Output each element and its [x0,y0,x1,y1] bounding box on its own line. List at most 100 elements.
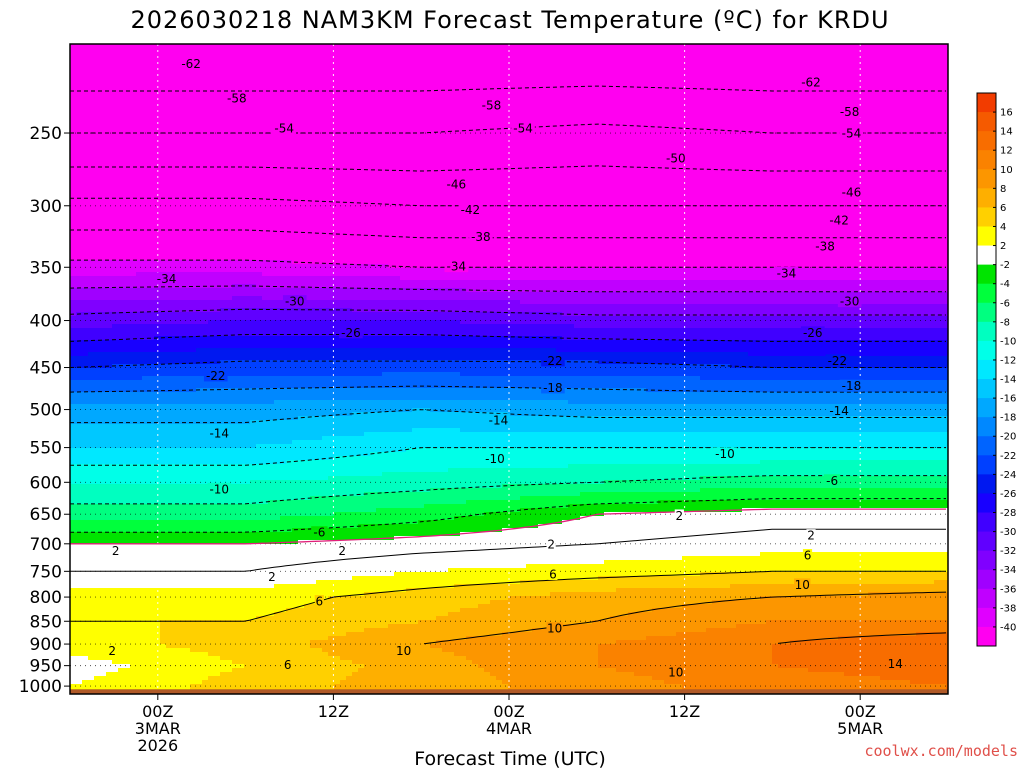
heat-cell [166,408,173,413]
heat-cell [112,204,119,209]
heat-cell [154,304,161,309]
heat-cell [220,284,227,289]
heat-cell [184,232,191,237]
heat-cell [124,172,131,177]
heat-cell [124,348,131,353]
heat-cell [184,368,191,373]
heat-cell [112,504,119,509]
heat-cell [238,528,245,533]
heat-cell [148,440,155,445]
heat-cell [106,284,113,289]
heat-cell [202,560,209,565]
heat-cell [112,620,119,625]
heat-cell [178,44,185,49]
heat-cell [118,168,125,173]
heat-cell [214,76,221,81]
heat-cell [226,324,233,329]
heat-cell [166,468,173,473]
heat-cell [178,472,185,477]
heat-cell [202,568,209,573]
heat-cell [88,180,95,185]
heat-cell [142,132,149,137]
heat-cell [184,132,191,137]
heat-cell [106,428,113,433]
heat-cell [214,532,221,537]
heat-cell [70,664,77,669]
heat-cell [208,476,215,481]
heat-cell [196,272,203,277]
heat-cell [232,368,239,373]
heat-cell [208,460,215,465]
heat-cell [172,544,179,549]
heat-cell [70,176,77,181]
heat-cell [94,276,101,281]
heat-cell [130,140,137,145]
heat-cell [136,428,143,433]
heat-cell [208,472,215,477]
heat-cell [166,120,173,125]
heat-cell [124,516,131,521]
heat-cell [172,600,179,605]
heat-cell [202,524,209,529]
heat-cell [232,500,239,505]
heat-cell [130,392,137,397]
heat-cell [100,200,107,205]
heat-cell [232,492,239,497]
heat-cell [94,300,101,305]
heat-cell [112,376,119,381]
heat-cell [100,360,107,365]
heat-cell [184,680,191,685]
heat-cell [118,592,125,597]
heat-cell [154,440,161,445]
heat-cell [130,308,137,313]
heat-cell [238,592,245,597]
heat-cell [118,456,125,461]
heat-cell [214,416,221,421]
heat-cell [130,540,137,545]
heat-cell [208,328,215,333]
heat-cell [82,408,89,413]
heat-cell [238,208,245,213]
heat-cell [244,576,251,581]
heat-cell [166,296,173,301]
heat-cell [208,348,215,353]
heat-cell [196,320,203,325]
heat-cell [130,92,137,97]
heat-cell [136,560,143,565]
heat-cell [244,404,251,409]
heat-cell [70,540,77,545]
heat-cell [142,568,149,573]
heat-cell [250,448,257,453]
heat-cell [118,408,125,413]
heat-cell [214,424,221,429]
heat-cell [88,344,95,349]
heat-cell [214,332,221,337]
heat-cell [154,160,161,165]
heat-cell [172,400,179,405]
heat-cell [172,616,179,621]
heat-cell [100,456,107,461]
heat-cell [244,108,251,113]
heat-cell [190,196,197,201]
heat-cell [142,312,149,317]
heat-cell [214,124,221,129]
heat-cell [88,396,95,401]
heat-cell [178,272,185,277]
heat-cell [112,308,119,313]
heat-cell [184,472,191,477]
heat-cell [160,176,167,181]
heat-cell [244,156,251,161]
heat-cell [124,648,131,653]
heat-cell [88,244,95,249]
heat-cell [142,612,149,617]
heat-cell [172,204,179,209]
heat-cell [172,436,179,441]
heat-cell [76,280,83,285]
heat-cell [172,424,179,429]
heat-cell [130,320,137,325]
heat-cell [124,160,131,165]
heat-cell [82,552,89,557]
heat-cell [232,260,239,265]
heat-cell [148,292,155,297]
heat-cell [190,664,197,669]
